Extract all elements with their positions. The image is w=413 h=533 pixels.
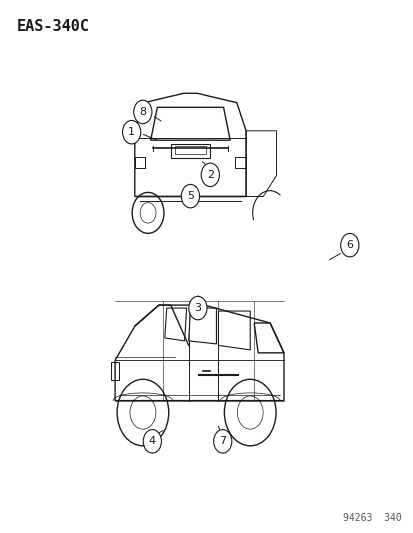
Circle shape [201, 163, 219, 187]
Circle shape [213, 430, 231, 453]
Circle shape [181, 184, 199, 208]
Bar [174, 146, 206, 154]
Circle shape [188, 296, 206, 320]
Text: 8: 8 [139, 107, 146, 117]
Text: 4: 4 [148, 437, 156, 446]
Text: 3: 3 [194, 303, 201, 313]
Circle shape [143, 430, 161, 453]
Text: 94263  340: 94263 340 [342, 513, 401, 523]
Bar [111, 362, 119, 379]
Text: 1: 1 [128, 127, 135, 137]
Text: 7: 7 [218, 437, 226, 446]
Bar [235, 157, 245, 168]
Bar [135, 157, 145, 168]
Circle shape [133, 100, 152, 124]
Text: 6: 6 [346, 240, 352, 250]
Text: 2: 2 [206, 170, 214, 180]
Text: 5: 5 [187, 191, 193, 201]
Circle shape [340, 233, 358, 257]
Circle shape [122, 120, 140, 144]
Text: EAS-340C: EAS-340C [17, 19, 89, 34]
Bar [170, 144, 210, 158]
